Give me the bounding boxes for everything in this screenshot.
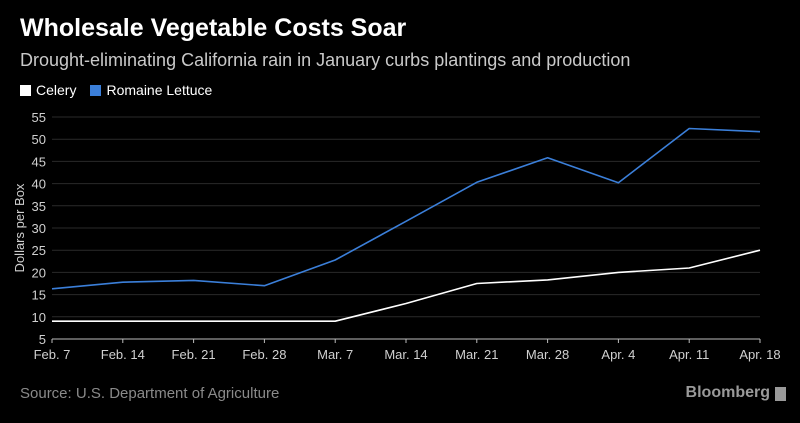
y-tick-label: 15 <box>32 288 46 303</box>
legend-swatch-romaine <box>90 84 102 96</box>
x-tick-label: Apr. 11 <box>669 347 709 362</box>
y-tick-label: 30 <box>32 221 46 236</box>
legend-swatch-celery <box>20 84 31 96</box>
source-note: Source: U.S. Department of Agriculture <box>20 385 280 402</box>
chart-title: Wholesale Vegetable Costs Soar <box>20 14 407 42</box>
x-tick-label: Apr. 4 <box>601 347 635 362</box>
y-tick-label: 25 <box>32 243 46 258</box>
y-tick-label: 45 <box>32 154 46 169</box>
x-tick-label: Feb. 21 <box>172 347 216 362</box>
x-tick-label: Mar. 7 <box>317 347 353 362</box>
legend-item-celery: Celery <box>20 82 76 98</box>
legend-label-romaine: Romaine Lettuce <box>106 82 213 98</box>
brand-logo: Bloomberg <box>685 384 770 401</box>
x-tick-label: Feb. 7 <box>34 347 71 362</box>
legend-label-celery: Celery <box>36 82 77 98</box>
x-tick-label: Mar. 21 <box>455 347 498 362</box>
y-tick-label: 20 <box>32 265 46 280</box>
x-tick-label: Mar. 14 <box>384 347 427 362</box>
y-tick-label: 35 <box>32 199 46 214</box>
chart-subtitle: Drought-eliminating California rain in J… <box>20 50 631 70</box>
x-tick-label: Apr. 18 <box>739 347 780 362</box>
y-tick-label: 55 <box>32 110 46 125</box>
y-tick-label: 50 <box>32 132 46 147</box>
y-tick-label: 5 <box>39 332 46 347</box>
y-axis-label: Dollars per Box <box>12 183 27 272</box>
y-tick-label: 10 <box>32 310 46 325</box>
x-tick-label: Mar. 28 <box>526 347 569 362</box>
series-line-celery <box>52 249 761 323</box>
y-tick-label: 40 <box>32 177 46 192</box>
chart-legend: Celery Romaine Lettuce <box>20 82 226 98</box>
brand-mark-icon <box>775 387 786 401</box>
series-line-romaine <box>51 127 761 290</box>
x-tick-label: Feb. 14 <box>101 347 145 362</box>
x-tick-label: Feb. 28 <box>242 347 286 362</box>
legend-item-romaine: Romaine Lettuce <box>90 82 212 98</box>
